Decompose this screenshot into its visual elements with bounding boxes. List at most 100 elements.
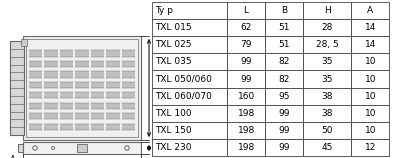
Text: 14: 14 — [365, 23, 376, 32]
Bar — [106, 124, 120, 130]
Bar — [265, 105, 303, 122]
Text: 38: 38 — [322, 92, 333, 101]
Bar — [29, 92, 42, 98]
Bar — [44, 103, 58, 109]
Bar — [75, 71, 89, 78]
Bar — [44, 61, 58, 67]
Bar — [44, 50, 58, 57]
Text: 99: 99 — [240, 57, 252, 66]
Bar — [60, 61, 73, 67]
Bar — [106, 103, 120, 109]
Text: 14: 14 — [365, 40, 376, 49]
Bar — [91, 92, 104, 98]
Bar — [44, 113, 58, 119]
Bar — [106, 92, 120, 98]
Bar — [152, 88, 227, 105]
Bar — [227, 70, 265, 88]
Bar — [351, 105, 389, 122]
Text: 51: 51 — [278, 23, 290, 32]
Bar — [106, 71, 120, 78]
Bar — [122, 71, 135, 78]
Bar — [75, 82, 89, 88]
Bar — [303, 122, 351, 139]
Bar — [106, 113, 120, 119]
Text: 82: 82 — [278, 57, 290, 66]
Bar — [106, 82, 120, 88]
Bar — [21, 39, 27, 46]
Bar — [91, 71, 104, 78]
Bar — [227, 36, 265, 53]
Bar — [18, 144, 23, 152]
Bar — [122, 124, 135, 130]
Bar — [152, 122, 227, 139]
Text: 28: 28 — [322, 23, 333, 32]
Bar — [60, 71, 73, 78]
Text: TXL 050/060: TXL 050/060 — [155, 75, 212, 83]
Bar — [265, 122, 303, 139]
Bar — [122, 82, 135, 88]
Bar — [60, 50, 73, 57]
Text: H: H — [152, 143, 158, 152]
Bar — [75, 124, 89, 130]
Bar — [77, 144, 87, 152]
Bar — [152, 70, 227, 88]
Text: 51: 51 — [278, 40, 290, 49]
Bar — [351, 36, 389, 53]
Text: 38: 38 — [322, 109, 333, 118]
Bar — [351, 70, 389, 88]
Text: 198: 198 — [238, 126, 255, 135]
Bar — [60, 92, 73, 98]
Bar — [29, 50, 42, 57]
Text: A: A — [10, 155, 16, 158]
Bar — [29, 103, 42, 109]
Text: TXL 015: TXL 015 — [155, 23, 192, 32]
Text: 35: 35 — [322, 75, 333, 83]
Bar — [303, 19, 351, 36]
Text: Ty p: Ty p — [155, 6, 173, 15]
Bar — [75, 50, 89, 57]
Bar — [265, 36, 303, 53]
Bar — [44, 71, 58, 78]
Bar — [106, 50, 120, 57]
Bar — [265, 19, 303, 36]
Bar — [227, 105, 265, 122]
Bar — [44, 92, 58, 98]
Bar — [91, 113, 104, 119]
Text: TXL 100: TXL 100 — [155, 109, 192, 118]
Bar — [75, 61, 89, 67]
Text: 62: 62 — [240, 23, 252, 32]
Text: 99: 99 — [278, 143, 290, 152]
Bar — [29, 71, 42, 78]
Text: 10: 10 — [364, 109, 376, 118]
Bar — [227, 19, 265, 36]
Bar — [152, 2, 227, 19]
Bar — [227, 88, 265, 105]
Text: L: L — [244, 6, 248, 15]
Bar — [23, 142, 141, 154]
Text: 160: 160 — [238, 92, 255, 101]
Bar — [152, 139, 227, 156]
Bar — [265, 2, 303, 19]
Text: 35: 35 — [322, 57, 333, 66]
Text: 50: 50 — [322, 126, 333, 135]
Text: A: A — [367, 6, 373, 15]
Bar — [75, 113, 89, 119]
Text: 45: 45 — [322, 143, 333, 152]
Bar — [60, 113, 73, 119]
Bar — [351, 19, 389, 36]
Text: B: B — [152, 83, 158, 92]
Bar — [265, 139, 303, 156]
Bar — [44, 82, 58, 88]
Bar — [303, 88, 351, 105]
Bar — [91, 50, 104, 57]
Bar — [351, 2, 389, 19]
Bar — [227, 2, 265, 19]
Text: TXL 060/070: TXL 060/070 — [155, 92, 212, 101]
Bar — [303, 105, 351, 122]
Bar — [351, 139, 389, 156]
Text: 79: 79 — [240, 40, 252, 49]
Bar — [60, 82, 73, 88]
Bar — [122, 113, 135, 119]
Text: 198: 198 — [238, 109, 255, 118]
Bar — [91, 61, 104, 67]
